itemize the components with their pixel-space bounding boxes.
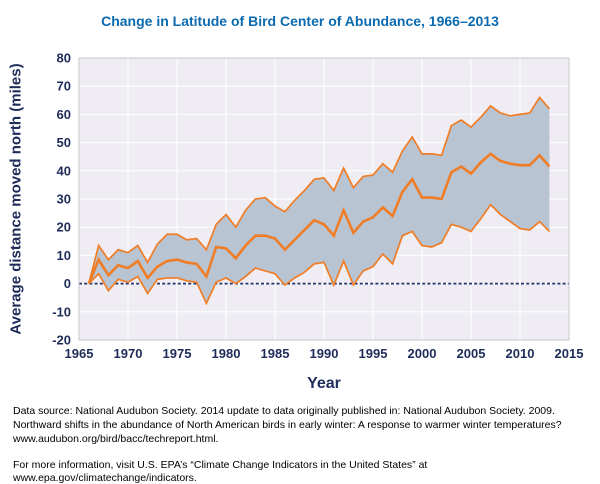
- x-tick-label: 1970: [114, 346, 143, 361]
- data-source-note: Data source: National Audubon Society. 2…: [13, 405, 562, 445]
- confidence-band: [88, 97, 550, 304]
- lower-bound-line: [88, 203, 551, 306]
- y-tick-label: 30: [57, 192, 71, 207]
- x-tick-label: 1965: [65, 346, 94, 361]
- y-tick-label: 70: [57, 79, 71, 94]
- x-axis-title: Year: [307, 375, 341, 392]
- chart-title: Change in Latitude of Bird Center of Abu…: [101, 13, 499, 29]
- y-tick-label: -10: [52, 304, 71, 319]
- more-info-note: For more information, visit U.S. EPA’s “…: [13, 458, 428, 484]
- y-tick-label: 80: [57, 51, 71, 66]
- y-tick-label: 40: [57, 163, 71, 178]
- center-of-abundance-line: [87, 152, 551, 285]
- y-tick-label: 10: [57, 248, 71, 263]
- x-tick-label: 1995: [359, 346, 388, 361]
- x-tick-label: 1980: [212, 346, 241, 361]
- x-tick-label: 2000: [408, 346, 437, 361]
- x-tick-label: 2005: [457, 346, 486, 361]
- y-tick-label: 50: [57, 135, 71, 150]
- x-tick-label: 1990: [310, 346, 339, 361]
- x-tick-label: 1985: [261, 346, 290, 361]
- footer: Data source: National Audubon Society. 2…: [13, 405, 597, 484]
- x-tick-label: 1975: [163, 346, 192, 361]
- x-tick-label: 2015: [555, 346, 584, 361]
- y-tick-label: 20: [57, 220, 71, 235]
- x-tick-label: 2010: [506, 346, 535, 361]
- y-tick-label: 0: [64, 276, 71, 291]
- upper-bound-line: [87, 96, 551, 284]
- y-tick-label: -20: [52, 333, 71, 348]
- y-tick-label: 60: [57, 107, 71, 122]
- plot-border: [78, 57, 570, 341]
